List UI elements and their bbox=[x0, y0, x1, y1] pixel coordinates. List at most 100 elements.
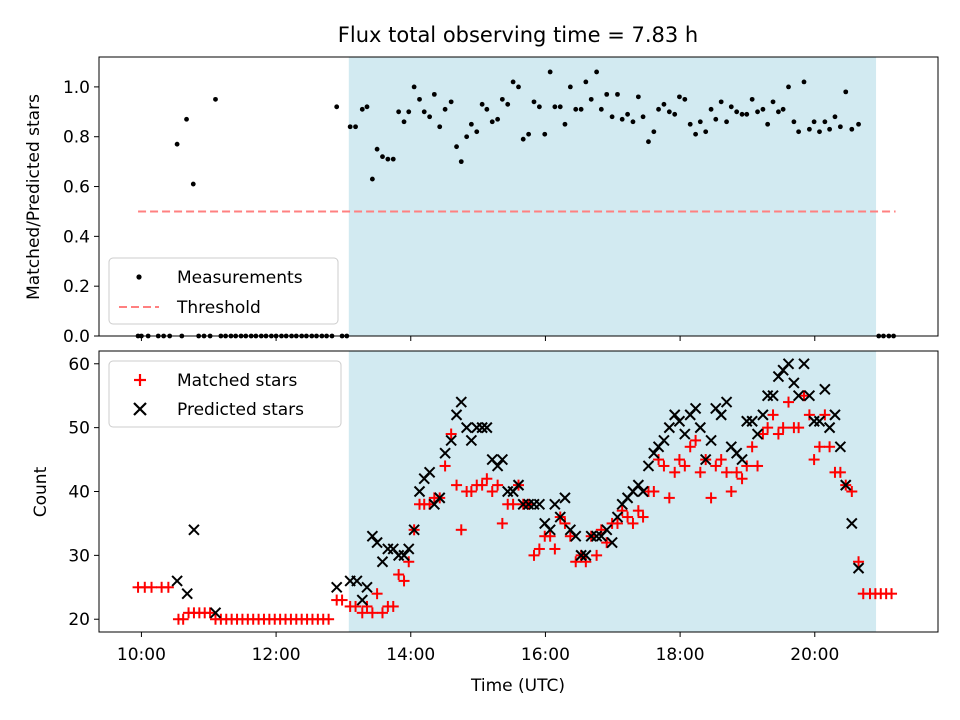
measurement-point bbox=[827, 126, 832, 132]
bottom-legend: Matched stars Predicted stars bbox=[108, 360, 342, 428]
predicted-star-point bbox=[699, 453, 712, 466]
matched-star-point bbox=[476, 479, 488, 491]
matched-star-point bbox=[762, 422, 774, 434]
predicted-star-point bbox=[403, 543, 415, 555]
measurement-point bbox=[651, 129, 657, 135]
measurement-point bbox=[619, 116, 625, 122]
predicted-star-point bbox=[570, 530, 582, 542]
measurement-point bbox=[583, 79, 589, 85]
matched-star-point bbox=[767, 409, 779, 421]
measurement-point bbox=[374, 146, 380, 152]
measurement-point bbox=[385, 156, 391, 162]
matched-star-point bbox=[783, 396, 795, 408]
matched-star-point bbox=[570, 556, 582, 568]
measurement-point bbox=[390, 156, 396, 162]
predicted-star-point bbox=[445, 434, 457, 447]
predicted-star-point bbox=[601, 524, 613, 536]
measurement-point bbox=[468, 121, 474, 127]
measurement-point bbox=[567, 84, 573, 90]
matched-star-point bbox=[611, 517, 623, 529]
measurement-point bbox=[495, 116, 501, 122]
predicted-star-point bbox=[803, 389, 816, 402]
measurement-point bbox=[431, 91, 437, 97]
predicted-star-point bbox=[450, 409, 463, 421]
measurement-point bbox=[849, 126, 855, 132]
measurement-point bbox=[588, 96, 594, 102]
predicted-star-point bbox=[767, 389, 779, 402]
predicted-star-point bbox=[611, 511, 624, 523]
predicted-star-point bbox=[798, 358, 810, 370]
predicted-star-point bbox=[188, 524, 200, 536]
bottom-panel: 10:00 12:00 14:00 16:00 18:00 20:00 20 30 40 50 6… bbox=[31, 350, 939, 696]
predicted-star-point bbox=[590, 530, 603, 542]
y-tick-label: 0.4 bbox=[63, 227, 90, 247]
measurement-point bbox=[520, 136, 526, 142]
measurement-point bbox=[364, 104, 370, 110]
matched-star-point bbox=[481, 473, 493, 485]
measurement-point bbox=[693, 131, 698, 137]
measurement-point bbox=[656, 106, 661, 112]
matched-star-point bbox=[445, 428, 457, 440]
predicted-star-point bbox=[549, 498, 561, 510]
measurement-point bbox=[687, 121, 693, 127]
measurement-point bbox=[609, 114, 615, 120]
measurement-point bbox=[417, 96, 422, 102]
measurement-point bbox=[786, 84, 791, 90]
predicted-star-point bbox=[642, 460, 655, 472]
measurement-point bbox=[454, 144, 459, 150]
matched-star-point bbox=[371, 588, 383, 600]
measurement-point bbox=[448, 99, 454, 105]
measurement-point bbox=[479, 101, 485, 107]
matched-star-point bbox=[323, 613, 335, 625]
measurement-point bbox=[672, 111, 678, 117]
measurement-point bbox=[796, 129, 802, 135]
predicted-star-point bbox=[673, 415, 686, 427]
legend-predicted-label: Predicted stars bbox=[177, 400, 304, 420]
predicted-star-point bbox=[533, 498, 546, 510]
matched-star-point bbox=[616, 505, 628, 517]
measurement-point bbox=[682, 96, 688, 102]
matched-star-point bbox=[669, 466, 681, 478]
predicted-star-point bbox=[398, 549, 410, 562]
matched-star-point bbox=[808, 454, 820, 466]
matched-star-point bbox=[204, 607, 216, 619]
measurement-point bbox=[334, 104, 340, 110]
measurement-point bbox=[630, 119, 636, 125]
matched-star-point bbox=[648, 486, 660, 497]
measurement-point bbox=[604, 91, 610, 97]
predicted-star-point bbox=[746, 415, 758, 427]
measurement-point bbox=[744, 111, 750, 117]
measurement-point bbox=[801, 79, 807, 85]
matched-star-point bbox=[658, 460, 670, 472]
matched-star-point bbox=[819, 409, 831, 421]
matched-star-point bbox=[798, 390, 810, 402]
top-measurement-points bbox=[135, 69, 896, 339]
predicted-star-point bbox=[705, 434, 717, 447]
predicted-star-point bbox=[423, 466, 436, 479]
measurement-point bbox=[421, 109, 427, 115]
y-tick-label: 40 bbox=[68, 483, 90, 503]
predicted-star-point bbox=[544, 524, 556, 536]
top-y-ticks: 0.0 0.2 0.4 0.6 0.8 1.0 bbox=[63, 78, 99, 347]
x-tick-label: 20:00 bbox=[790, 645, 839, 665]
predicted-star-point bbox=[356, 594, 368, 606]
predicted-star-point bbox=[829, 409, 841, 421]
predicted-star-point bbox=[846, 517, 858, 530]
legend-matched-label: Matched stars bbox=[177, 371, 297, 391]
bottom-y-axis-label: Count bbox=[31, 466, 51, 517]
predicted-star-point bbox=[476, 421, 488, 434]
measurement-point bbox=[724, 119, 729, 125]
predicted-star-point bbox=[648, 447, 660, 459]
measurement-point bbox=[806, 126, 812, 132]
measurement-point bbox=[516, 84, 521, 90]
predicted-star-point bbox=[720, 396, 733, 408]
matched-star-point bbox=[564, 530, 576, 542]
measurement-point bbox=[635, 94, 641, 100]
measurement-point bbox=[573, 106, 579, 112]
measurement-point bbox=[640, 114, 646, 120]
predicted-star-point bbox=[455, 396, 467, 408]
predicted-star-point bbox=[366, 530, 379, 542]
matched-star-point bbox=[393, 569, 405, 581]
matched-star-point bbox=[705, 492, 717, 504]
predicted-star-point bbox=[460, 421, 473, 434]
